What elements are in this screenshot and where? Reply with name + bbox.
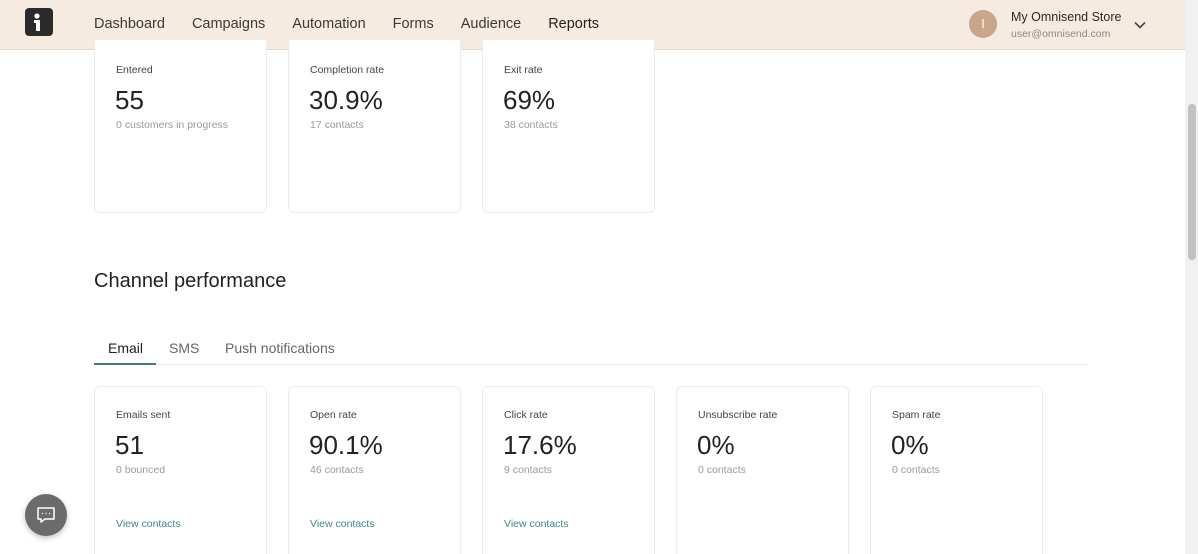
stat-label: Emails sent (116, 409, 171, 421)
stat-value: 0% (891, 430, 929, 460)
stat-card-completion-rate: Completion rate 30.9% 17 contacts (288, 40, 461, 213)
main-nav: Dashboard Campaigns Automation Forms Aud… (94, 0, 626, 51)
tab-email[interactable]: Email (108, 340, 144, 356)
stat-card-spam-rate: Spam rate 0% 0 contacts (870, 386, 1043, 554)
stat-card-exit-rate: Exit rate 69% 38 contacts (482, 40, 655, 213)
stat-card-click-rate: Click rate 17.6% 9 contacts View contact… (482, 386, 655, 554)
stat-label: Completion rate (310, 64, 385, 76)
tab-sms[interactable]: SMS (169, 340, 200, 356)
view-contacts-link[interactable]: View contacts (504, 518, 569, 530)
channel-tabs: Email SMS Push notifications (94, 334, 1088, 365)
view-contacts-link[interactable]: View contacts (310, 518, 375, 530)
stat-card-emails-sent: Emails sent 51 0 bounced View contacts (94, 386, 267, 554)
stat-subtext: 17 contacts (310, 119, 364, 131)
stat-value: 30.9% (309, 85, 383, 115)
chevron-down-icon[interactable] (1133, 18, 1147, 32)
stat-label: Spam rate (892, 409, 941, 421)
stat-label: Open rate (310, 409, 357, 421)
view-contacts-link[interactable]: View contacts (116, 518, 181, 530)
stat-subtext: 0 contacts (698, 464, 746, 476)
scrollbar-thumb[interactable] (1188, 104, 1196, 260)
active-tab-indicator (94, 363, 156, 365)
nav-dashboard[interactable]: Dashboard (94, 16, 165, 32)
stat-subtext: 0 contacts (892, 464, 940, 476)
avatar[interactable]: I (969, 10, 997, 38)
stat-label: Click rate (504, 409, 548, 421)
stat-value: 69% (503, 85, 556, 115)
stat-value: 0% (697, 430, 735, 460)
stat-value: 17.6% (503, 430, 577, 460)
chat-icon (37, 507, 55, 523)
store-email: user@omnisend.com (1011, 28, 1111, 40)
nav-campaigns[interactable]: Campaigns (191, 16, 266, 32)
stat-value: 90.1% (309, 430, 383, 460)
stat-card-open-rate: Open rate 90.1% 46 contacts View contact… (288, 386, 461, 554)
stat-label: Unsubscribe rate (698, 409, 778, 421)
chat-button[interactable] (25, 494, 67, 536)
omnisend-logo-icon[interactable] (25, 8, 53, 36)
stat-value: 55 (115, 85, 144, 115)
nav-forms[interactable]: Forms (392, 16, 434, 32)
stat-label: Entered (116, 64, 153, 76)
stat-card-unsubscribe-rate: Unsubscribe rate 0% 0 contacts (676, 386, 849, 554)
stat-card-entered: Entered 55 0 customers in progress (94, 40, 267, 213)
stat-label: Exit rate (504, 64, 543, 76)
stat-subtext: 0 customers in progress (116, 119, 229, 131)
stat-subtext: 46 contacts (310, 464, 364, 476)
section-title-channel-performance: Channel performance (94, 270, 287, 292)
page-scrollbar[interactable] (1185, 0, 1198, 554)
nav-automation[interactable]: Automation (292, 16, 366, 32)
stat-subtext: 0 bounced (116, 464, 166, 476)
nav-audience[interactable]: Audience (460, 16, 522, 32)
stat-subtext: 38 contacts (504, 119, 558, 131)
stat-value: 51 (115, 430, 144, 460)
stat-subtext: 9 contacts (504, 464, 552, 476)
store-name[interactable]: My Omnisend Store (1011, 10, 1122, 24)
tab-push-notifications[interactable]: Push notifications (225, 340, 335, 356)
